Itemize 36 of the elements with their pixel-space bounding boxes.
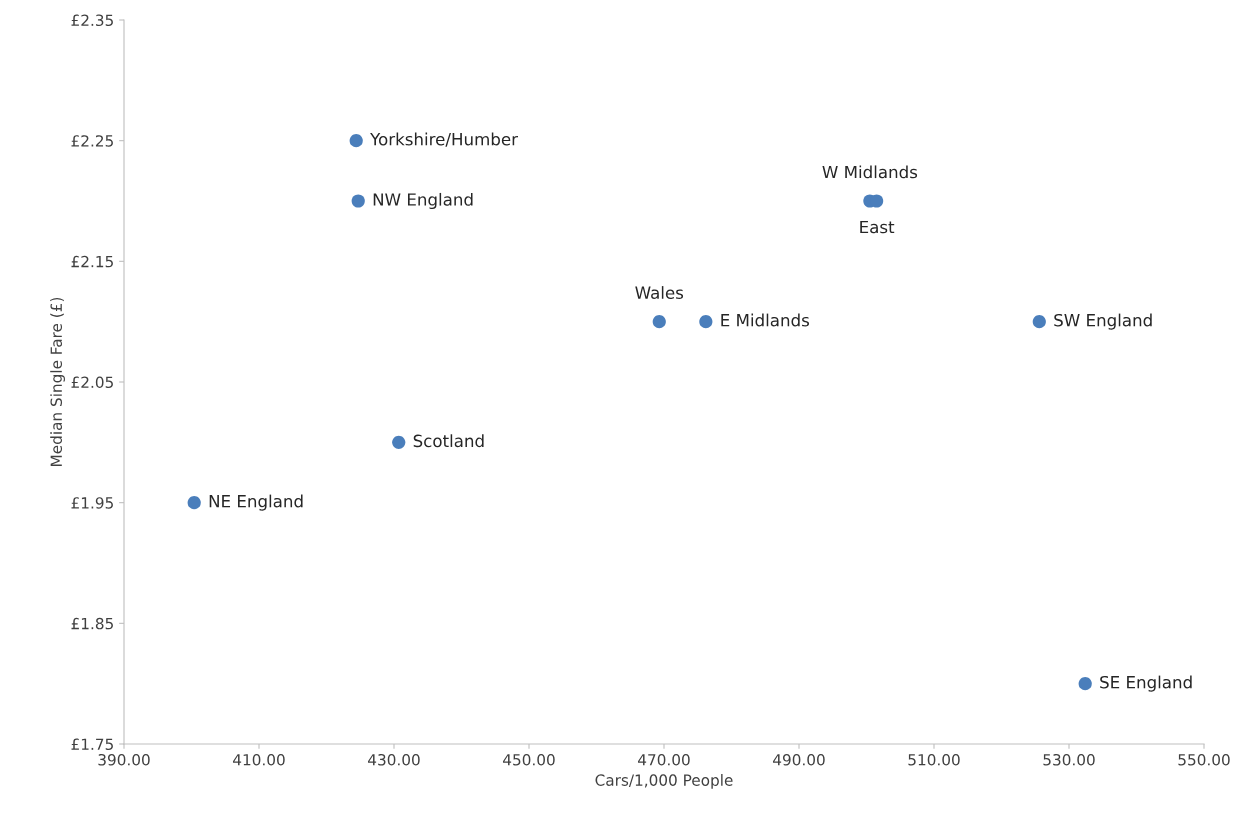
point xyxy=(1078,677,1092,691)
x-tick-label: 490.00 xyxy=(773,753,825,766)
x-tick-label: 510.00 xyxy=(908,753,960,766)
annotation: SW England xyxy=(1054,313,1152,330)
annotation: E Midlands xyxy=(721,313,810,327)
annotation: W Midlands xyxy=(822,165,918,179)
x-axis-title: Cars/1,000 People xyxy=(595,774,733,789)
point xyxy=(349,134,363,148)
y-tick-label: £2.35 xyxy=(71,14,113,27)
point xyxy=(187,496,201,510)
x-tick-label: 470.00 xyxy=(638,753,690,766)
annotation: Wales xyxy=(635,286,684,299)
point xyxy=(699,315,713,329)
y-tick-label: £2.25 xyxy=(71,135,113,147)
y-tick-label: £2.05 xyxy=(71,376,113,389)
x-tick-label: 550.00 xyxy=(1178,753,1230,766)
y-tick-label: £1.75 xyxy=(71,738,113,751)
x-tick-label: 390.00 xyxy=(98,753,150,766)
x-tick-label: 410.00 xyxy=(233,753,285,766)
point xyxy=(351,194,365,208)
annotation: East xyxy=(860,220,895,234)
point xyxy=(392,435,406,449)
annotation: NE England xyxy=(209,494,303,511)
point xyxy=(652,315,666,329)
x-tick-label: 430.00 xyxy=(368,753,420,766)
y-tick-label: £2.15 xyxy=(71,255,113,268)
annotation: Scotland xyxy=(413,434,484,448)
point xyxy=(1032,315,1046,329)
annotation: Yorkshire/Humber xyxy=(370,132,518,147)
x-tick-label: 450.00 xyxy=(503,753,555,766)
y-tick-label: £1.85 xyxy=(71,617,113,630)
x-tick-label: 530.00 xyxy=(1043,753,1095,766)
y-tick-label: £1.95 xyxy=(71,497,113,509)
annotation: NW England xyxy=(373,192,473,210)
annotation: SE England xyxy=(1100,675,1192,692)
y-axis-title: Median Single Fare (£) xyxy=(50,297,65,466)
